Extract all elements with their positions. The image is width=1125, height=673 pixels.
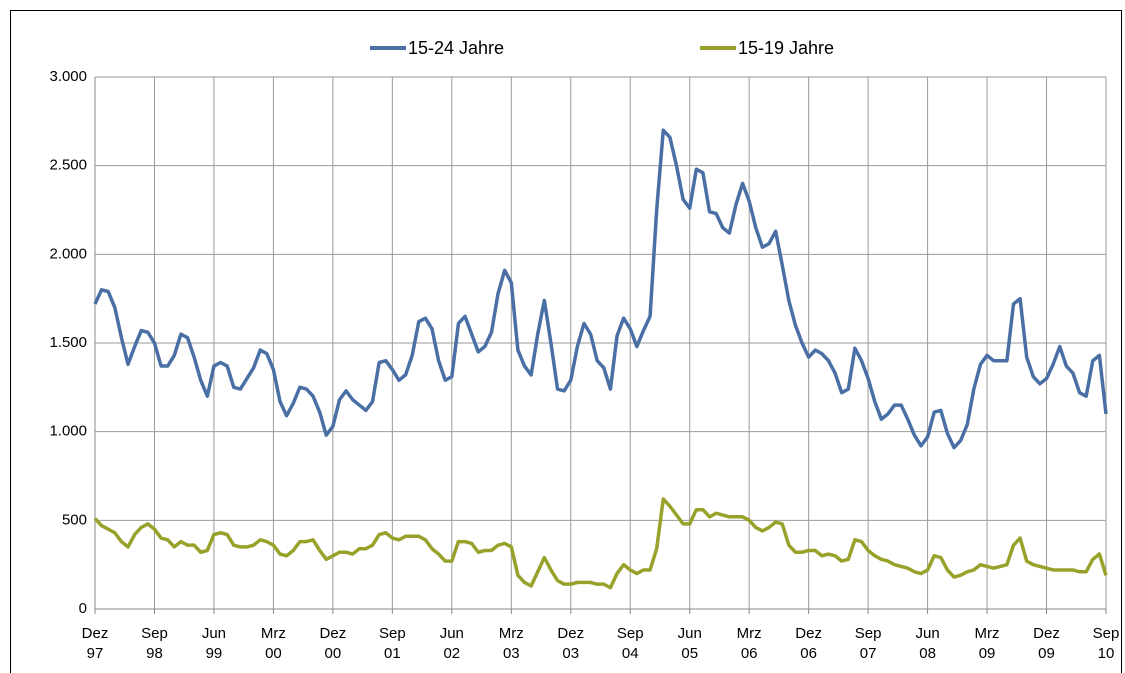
chart-border [10,10,1122,673]
y-tick-label: 1.000 [49,423,87,440]
x-tick-label: Dez 09 [1033,625,1060,662]
x-tick-label: Mrz 09 [974,625,1000,662]
x-tick-label: Jun 99 [201,625,227,662]
x-tick-label: Jun 08 [915,625,940,662]
x-tick-label: Mrz 03 [498,625,524,662]
y-tick-label: 1.500 [49,334,87,351]
legend-label: 15-19 Jahre [738,38,834,58]
y-tick-label: 2.000 [49,245,87,262]
x-tick-label: Dez 97 [81,625,109,662]
x-tick-label: Mrz 00 [260,625,286,662]
x-tick-label: Jun 05 [677,625,702,662]
y-tick-label: 2.500 [49,157,87,174]
x-tick-label: Jun 02 [439,625,464,662]
x-tick-label: Dez 00 [319,625,347,662]
y-tick-label: 0 [79,600,87,617]
y-tick-label: 3.000 [49,68,87,85]
series-line [93,128,1108,450]
x-tick-label: Sep 01 [378,625,406,662]
x-tick-label: Mrz 06 [736,625,762,662]
legend-label: 15-24 Jahre [408,38,504,58]
x-tick-label: Dez 06 [795,625,822,662]
x-tick-label: Sep 07 [854,625,882,662]
y-tick-label: 500 [62,511,87,528]
x-tick-label: Sep 10 [1092,625,1120,662]
series-line [93,497,1108,590]
x-tick-label: Sep 98 [141,625,168,662]
x-tick-label: Sep 04 [616,625,644,662]
x-tick-label: Dez 03 [557,625,585,662]
